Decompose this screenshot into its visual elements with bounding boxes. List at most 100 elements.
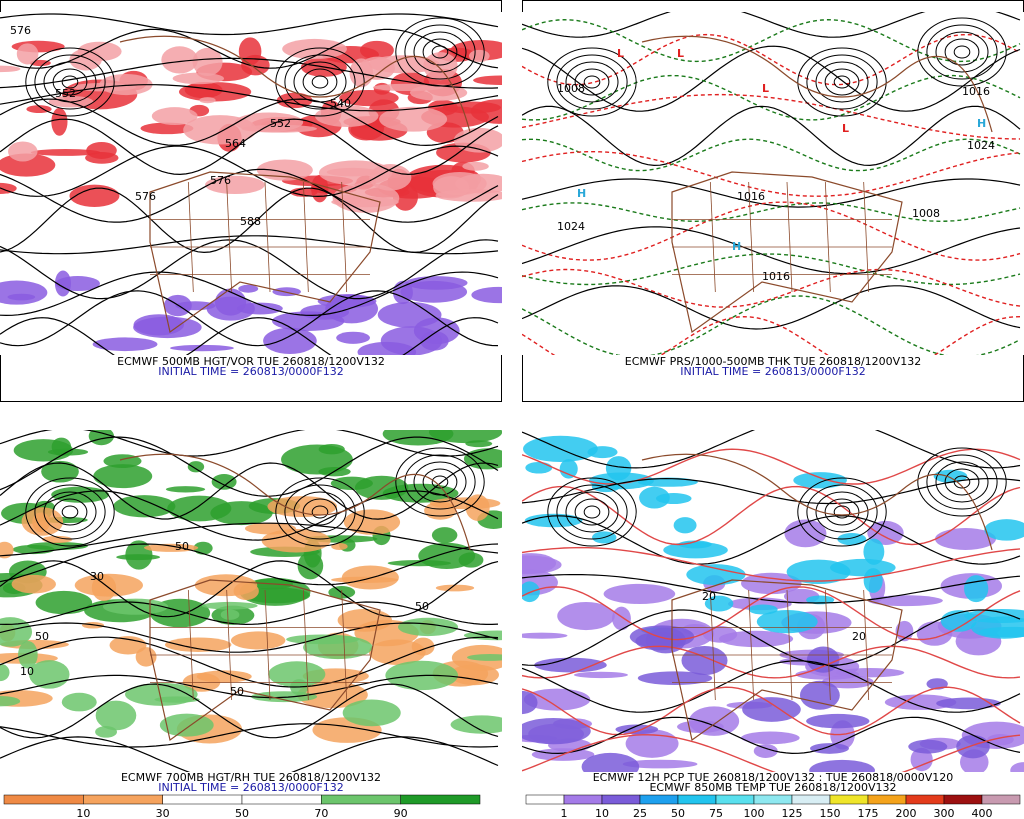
contour [522, 12, 1021, 38]
contour [565, 491, 619, 533]
shaded-field [339, 89, 399, 107]
map-panel: 50 50 10 50 30 50 ECMWF 700MB HGT/RH TUE 26081… [0, 430, 502, 819]
state-border [709, 181, 716, 293]
shaded-field [910, 747, 933, 772]
contour [61, 505, 79, 519]
colorbar-swatch [162, 794, 243, 805]
contour [797, 47, 887, 117]
shaded-field [741, 731, 800, 745]
state-border [341, 181, 348, 293]
shaded-field [397, 617, 459, 637]
shaded-field [0, 696, 21, 707]
contour [422, 468, 458, 496]
contour [522, 686, 1021, 736]
contour-label: 1008 [557, 82, 585, 95]
shaded-field [748, 604, 778, 615]
contour [0, 118, 499, 176]
shaded-field [26, 105, 52, 114]
colorbar-label: 125 [782, 807, 803, 819]
shaded-field [935, 527, 996, 550]
contour [0, 290, 499, 347]
state-border [226, 589, 233, 701]
contour [34, 54, 106, 110]
colorbar-swatch [791, 794, 831, 805]
shaded-field [164, 637, 232, 652]
shaded-field [175, 301, 216, 311]
shaded-field [673, 517, 697, 534]
contour [395, 447, 485, 517]
contour [25, 47, 115, 117]
shaded-field [522, 717, 591, 745]
shaded-field [810, 743, 849, 754]
shaded-field [211, 473, 237, 490]
coastline [149, 579, 381, 742]
shaded-field [61, 692, 97, 712]
shaded-field [468, 49, 490, 63]
contour-label: 30 [90, 570, 104, 583]
shaded-field [18, 640, 38, 669]
contour [0, 683, 499, 739]
contour-label: 50 [230, 685, 244, 698]
contour [0, 462, 499, 520]
contour [522, 226, 1021, 275]
state-border [226, 181, 233, 293]
contour [522, 609, 1021, 666]
contour [404, 454, 476, 510]
colorbar-swatch [943, 794, 983, 805]
contour [43, 491, 97, 533]
contour [574, 498, 610, 526]
caption: INITIAL TIME = 260813/0000F132 [158, 781, 343, 794]
colorbar-label: 30 [156, 807, 170, 819]
colorbar-swatch [563, 794, 603, 805]
shaded-field [522, 690, 538, 715]
shaded-field [372, 83, 444, 92]
contour [293, 491, 347, 533]
shaded-field [263, 327, 317, 355]
contour-label: 576 [210, 174, 231, 187]
shaded-field [704, 595, 734, 612]
contour-label: 576 [135, 190, 156, 203]
contour-label: 588 [240, 215, 261, 228]
coastline [671, 171, 903, 334]
shaded-field [35, 590, 93, 615]
contour [431, 475, 449, 489]
contour [413, 31, 467, 73]
shaded-field [170, 344, 234, 352]
shaded-field [639, 486, 670, 509]
shaded-field [336, 331, 370, 344]
shaded-field [206, 296, 255, 321]
contour-label: 1016 [962, 85, 990, 98]
contour-label: 552 [270, 117, 291, 130]
shaded-field [125, 682, 198, 706]
colorbar-label: 25 [633, 807, 647, 819]
contour [311, 75, 329, 89]
state-border [824, 181, 831, 293]
colorbar-swatch [400, 794, 481, 805]
contour [565, 61, 619, 103]
shaded-field [318, 443, 345, 455]
colorbar-swatch [601, 794, 641, 805]
shaded-field [196, 670, 252, 683]
contour [52, 498, 88, 526]
contour [522, 295, 1021, 355]
shaded-field [742, 697, 801, 722]
contour [0, 168, 499, 223]
shaded-field [933, 469, 968, 483]
shaded-field [681, 645, 728, 676]
map-panel: 576 552 564 540 552 576 588 576 ECMWF 500MB HGT/… [0, 0, 502, 402]
shaded-field [51, 486, 110, 503]
shaded-field [964, 608, 1024, 624]
contour [583, 505, 601, 519]
shaded-field [473, 75, 502, 85]
caption: ECMWF 12H PCP TUE 260818/1200V132 : TUE … [593, 771, 954, 784]
shaded-field [95, 700, 137, 731]
shaded-field [435, 584, 475, 592]
contour [806, 54, 878, 110]
contour [583, 75, 601, 89]
shaded-field [42, 535, 73, 544]
state-border [748, 181, 755, 293]
shaded-field [718, 630, 794, 648]
shaded-field [463, 448, 502, 470]
contour [926, 24, 998, 80]
colorbar-label: 50 [235, 807, 249, 819]
